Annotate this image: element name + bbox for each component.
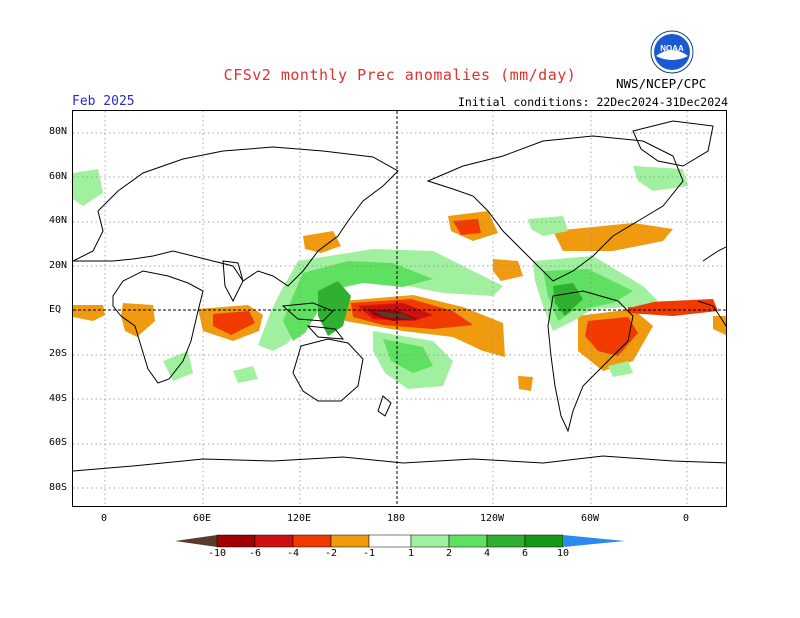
lon-label-180: 180 — [386, 513, 406, 524]
lat-label-40n: 40N — [49, 215, 68, 226]
colorbar — [175, 534, 625, 548]
agency-label: NWS/NCEP/CPC — [616, 76, 707, 91]
colorbar-segment — [216, 534, 256, 548]
lat-label-40s: 40S — [49, 393, 68, 404]
lat-label-60n: 60N — [49, 171, 68, 182]
colorbar-segment — [486, 534, 526, 548]
lat-label-eq: EQ — [49, 304, 62, 315]
colorbar-label: -6 — [248, 548, 262, 559]
colorbar-segment — [448, 534, 488, 548]
colorbar-label: 2 — [445, 548, 453, 559]
chart-title: CFSv2 monthly Prec anomalies (mm/day) — [223, 66, 577, 84]
wet-anomalies — [73, 166, 688, 389]
lon-label-60w: 60W — [580, 513, 600, 524]
lon-label-120e: 120E — [286, 513, 312, 524]
initial-conditions: Initial conditions: 22Dec2024-31Dec2024 — [457, 95, 728, 109]
map-canvas — [73, 111, 726, 506]
colorbar-label: -2 — [324, 548, 338, 559]
lat-label-20s: 20S — [49, 348, 68, 359]
colorbar-label: 4 — [483, 548, 491, 559]
lon-label-60e: 60E — [192, 513, 212, 524]
colorbar-label: -4 — [286, 548, 300, 559]
noaa-logo: NOAA — [650, 30, 694, 74]
logo-text: NOAA — [660, 44, 684, 53]
lon-label-0: 0 — [100, 513, 108, 524]
colorbar-segment — [254, 534, 294, 548]
colorbar-segment — [175, 535, 217, 547]
colorbar-segment — [330, 534, 370, 548]
coastlines — [73, 120, 726, 472]
lat-label-60s: 60S — [49, 437, 68, 448]
colorbar-segment — [410, 534, 450, 548]
colorbar-label: -10 — [207, 548, 227, 559]
forecast-month: Feb 2025 — [72, 94, 135, 109]
lat-label-80s: 80S — [49, 482, 68, 493]
colorbar-label: -1 — [362, 548, 376, 559]
colorbar-segment — [368, 534, 412, 548]
colorbar-segment — [563, 535, 625, 547]
colorbar-label: 6 — [521, 548, 529, 559]
lat-label-20n: 20N — [49, 260, 68, 271]
lat-label-80n: 80N — [49, 126, 68, 137]
anomaly-map — [72, 110, 727, 507]
colorbar-label: 1 — [407, 548, 415, 559]
colorbar-segment — [292, 534, 332, 548]
colorbar-label: 10 — [556, 548, 570, 559]
lon-label-120w: 120W — [479, 513, 505, 524]
lon-label-0-east: 0 — [682, 513, 690, 524]
colorbar-segment — [524, 534, 564, 548]
